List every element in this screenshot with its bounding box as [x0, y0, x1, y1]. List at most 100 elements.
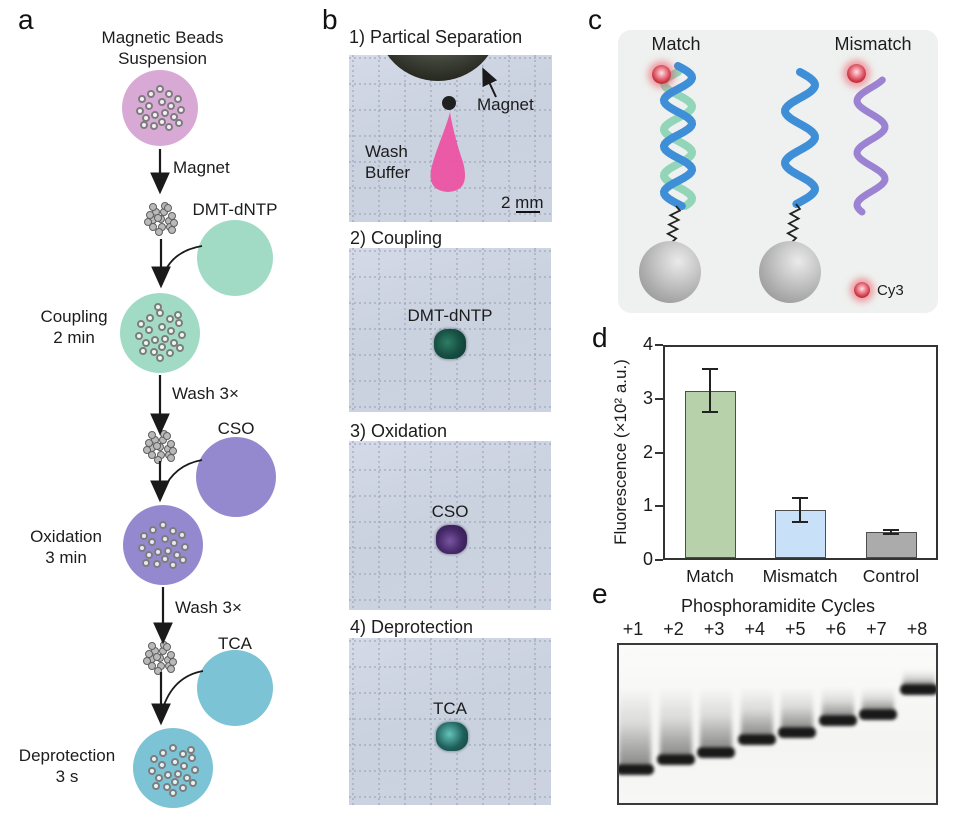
mismatch-bead-sphere	[759, 241, 821, 303]
gel-band	[859, 709, 898, 720]
bead-dot	[137, 544, 146, 553]
cy3-legend-label: Cy3	[877, 282, 904, 299]
wash-buffer-droplet	[430, 112, 466, 192]
cluster-bead	[167, 665, 175, 673]
bead-dot	[178, 784, 187, 793]
lane-label: +2	[663, 619, 684, 639]
error-bar-cap-bottom	[883, 532, 899, 535]
y-tick-mark	[655, 559, 663, 561]
gel-band	[818, 715, 857, 726]
bead-dot	[183, 773, 192, 782]
bead-dot	[154, 548, 163, 557]
bead-dot	[156, 85, 164, 94]
y-tick-mark	[655, 397, 663, 400]
cluster-bead	[148, 451, 156, 459]
photo-coupling: DMT-dNTP	[349, 248, 551, 412]
bead-dot	[188, 779, 197, 788]
droplet-dmt-dntp	[434, 329, 466, 359]
gel-band	[778, 727, 817, 738]
bead-dot	[190, 765, 199, 774]
bead-dot	[163, 546, 172, 555]
lane-smear	[700, 688, 733, 749]
mismatch-title: Mismatch	[834, 34, 912, 54]
lane-label: +6	[825, 619, 847, 639]
panel-a-title-line2: Suspension	[118, 49, 207, 68]
bead-dot	[134, 332, 143, 341]
droplet-label-tca: TCA	[433, 699, 467, 718]
bead-dot	[160, 109, 169, 118]
step-oxidation-line2: 3 min	[45, 548, 87, 567]
gel-band	[899, 684, 936, 695]
error-bar-cap-bottom	[702, 411, 718, 414]
x-category-label: Control	[862, 566, 920, 586]
droplet-label-dmt-dntp: DMT-dNTP	[407, 306, 493, 325]
bead-dot	[142, 558, 151, 567]
panel-b-label: b	[322, 4, 338, 35]
bead-dot	[151, 110, 160, 119]
y-tick-label: 3	[642, 387, 653, 408]
bar-match	[684, 390, 736, 558]
cluster-bead	[148, 642, 156, 650]
cluster-bead	[163, 432, 171, 440]
bead-dot	[166, 102, 175, 111]
cluster-bead	[153, 653, 161, 661]
bead-dot	[157, 117, 166, 126]
bead-dot	[147, 767, 156, 776]
bead-dot	[165, 90, 174, 99]
bead-dot	[157, 761, 166, 770]
bead-dot	[160, 334, 169, 343]
scale-bar-label: 2 mm	[501, 193, 544, 212]
bead-dot	[149, 526, 158, 535]
y-tick-mark	[655, 505, 663, 508]
bead-dot	[170, 778, 179, 787]
bead-dot	[186, 746, 195, 755]
gel-band	[737, 734, 776, 745]
bead-dot	[173, 550, 182, 559]
lane-label: +7	[866, 619, 887, 639]
lane-label: +4	[744, 619, 765, 639]
bead-dot	[149, 122, 158, 131]
bead-dot	[147, 538, 156, 547]
match-bead-sphere	[639, 241, 701, 303]
bead-dot	[139, 346, 148, 355]
bead-dot	[180, 762, 189, 771]
lane-smear	[821, 688, 854, 717]
panel-d-label: d	[592, 322, 608, 353]
step-deprotection-line2: 3 s	[55, 767, 79, 786]
deprotection-circle	[133, 728, 213, 808]
bar-control	[865, 532, 917, 558]
photo2-title: 2) Coupling	[350, 228, 443, 248]
cluster-bead	[168, 226, 176, 234]
cluster-bead	[167, 454, 175, 462]
bead-dot	[146, 90, 155, 99]
step-coupling-line1: Coupling	[40, 307, 108, 326]
gel-image	[617, 643, 938, 805]
step-coupling-line2: 2 min	[53, 328, 95, 347]
reagent-cso-circle	[196, 437, 276, 517]
error-bar-line	[799, 497, 801, 523]
bead-dot	[169, 788, 177, 797]
cluster-bead	[143, 657, 151, 665]
bead-dot	[188, 754, 197, 763]
bead-dot	[137, 95, 146, 104]
bead-dot	[178, 531, 187, 540]
gel-band	[656, 754, 695, 765]
cluster-bead	[163, 643, 171, 651]
y-tick-label: 0	[642, 549, 653, 569]
cluster-bead	[144, 218, 152, 226]
magnet-photo-label: Magnet	[477, 95, 534, 114]
lane-label: +8	[906, 619, 928, 639]
bead-dot	[156, 353, 164, 362]
bead-dot	[165, 314, 174, 323]
coupling-circle	[120, 293, 200, 373]
bead-dot	[154, 774, 163, 783]
gel-band	[697, 747, 736, 758]
wash-label-2: Wash 3×	[175, 598, 242, 617]
x-category-label: Match	[686, 566, 734, 586]
error-bar-line	[709, 369, 711, 413]
error-bar-line	[890, 530, 892, 534]
panel-a-title: Magnetic Beads Suspension	[65, 27, 260, 69]
oxidation-circle	[123, 505, 203, 585]
bead-dot	[139, 532, 148, 541]
lane-label: +1	[622, 619, 644, 639]
